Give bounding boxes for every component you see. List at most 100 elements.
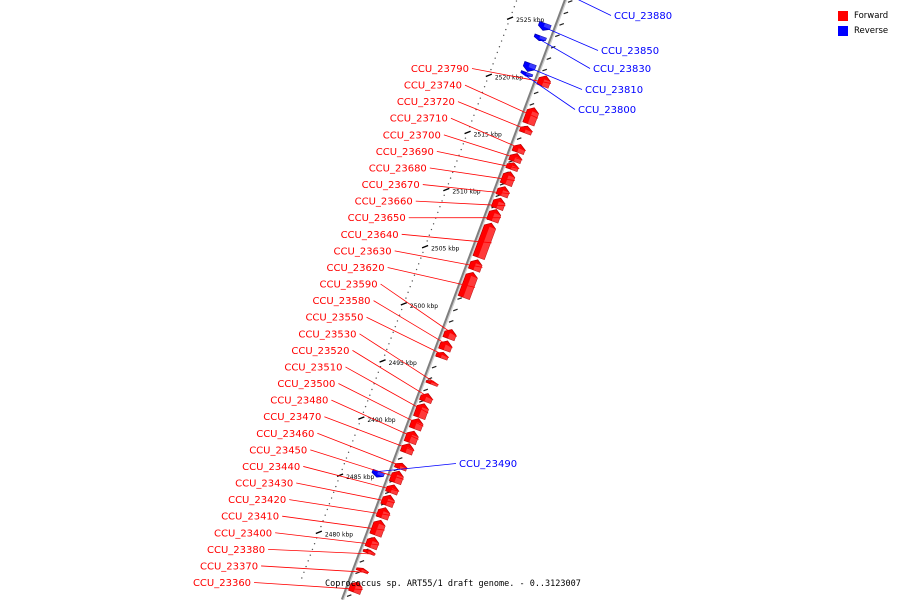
gene-label[interactable]: CCU_23380 bbox=[207, 545, 265, 556]
gene-label[interactable]: CCU_23360 bbox=[193, 578, 251, 589]
gene-label[interactable]: CCU_23850 bbox=[601, 46, 659, 57]
gene-label[interactable]: CCU_23500 bbox=[277, 379, 335, 390]
minor-tick-dot bbox=[437, 211, 439, 214]
minor-tick-dot bbox=[407, 291, 409, 294]
gene-label[interactable]: CCU_23400 bbox=[214, 528, 272, 539]
tick-label: 2480 kbp bbox=[325, 531, 353, 538]
gene-label[interactable]: CCU_23430 bbox=[235, 479, 293, 490]
gene-label[interactable]: CCU_23830 bbox=[593, 64, 651, 75]
gene-label[interactable]: CCU_23710 bbox=[390, 114, 448, 125]
gene-label[interactable]: CCU_23460 bbox=[256, 429, 314, 440]
minor-tick-dot bbox=[369, 394, 371, 396]
gene-label[interactable]: CCU_23420 bbox=[228, 495, 286, 506]
gene-ccu-23400[interactable] bbox=[364, 537, 380, 551]
gene-label[interactable]: CCU_23700 bbox=[383, 130, 441, 141]
gene-label[interactable]: CCU_23620 bbox=[327, 263, 385, 274]
gene-label[interactable]: CCU_23720 bbox=[397, 97, 455, 108]
gene-label[interactable]: CCU_23800 bbox=[578, 105, 636, 116]
gene-label[interactable]: CCU_23480 bbox=[270, 396, 328, 407]
gene-label[interactable]: CCU_23630 bbox=[334, 246, 392, 257]
minor-tick-dot bbox=[388, 343, 390, 345]
gene-label[interactable]: CCU_23670 bbox=[362, 180, 420, 191]
gene-ccu-23410[interactable] bbox=[369, 519, 386, 538]
label-leader-line bbox=[331, 399, 419, 440]
kbp-tick bbox=[346, 594, 352, 597]
gene-ccu-23550[interactable] bbox=[435, 351, 449, 361]
kbp-tick bbox=[563, 11, 569, 15]
gene-ccu-23510[interactable] bbox=[413, 403, 429, 421]
gene-label[interactable]: CCU_23470 bbox=[263, 412, 321, 423]
gene-ccu-23740[interactable] bbox=[522, 107, 539, 127]
label-leader-line bbox=[289, 499, 391, 516]
gene-ccu-23360[interactable] bbox=[348, 581, 363, 595]
major-tick bbox=[379, 359, 386, 363]
gene-ccu-23380[interactable] bbox=[362, 549, 376, 556]
minor-tick-dot bbox=[430, 228, 433, 231]
gene-label[interactable]: CCU_23660 bbox=[355, 197, 413, 208]
gene-ccu-23450[interactable] bbox=[388, 470, 404, 486]
kbp-tick bbox=[533, 91, 539, 95]
label-leader-line bbox=[317, 432, 408, 469]
gene-label[interactable]: CCU_23650 bbox=[348, 213, 406, 224]
kbp-tick bbox=[554, 34, 560, 38]
gene-highlight bbox=[463, 275, 478, 300]
gene-ccu-23660[interactable] bbox=[490, 197, 506, 211]
gene-ccu-23670[interactable] bbox=[495, 186, 510, 199]
gene-label[interactable]: CCU_23790 bbox=[411, 64, 469, 75]
gene-label[interactable]: CCU_23440 bbox=[242, 462, 300, 473]
minor-tick-dot bbox=[400, 308, 403, 311]
gene-highlight bbox=[539, 35, 547, 41]
minor-tick-dot bbox=[311, 548, 314, 551]
gene-ccu-23830[interactable] bbox=[533, 33, 547, 42]
gene-label[interactable]: CCU_23590 bbox=[319, 280, 377, 291]
genome-caption: Coprococcus sp. ART55/1 draft genome. - … bbox=[325, 579, 581, 589]
minor-tick-dot bbox=[309, 554, 312, 556]
gene-label[interactable]: CCU_23370 bbox=[200, 561, 258, 572]
gene-ccu-23640[interactable] bbox=[472, 222, 496, 261]
label-leader-line bbox=[534, 35, 591, 69]
minor-tick-dot bbox=[426, 240, 428, 242]
minor-tick-dot bbox=[456, 160, 458, 162]
tick-label: 2495 kbp bbox=[389, 360, 417, 367]
gene-label[interactable]: CCU_23740 bbox=[404, 81, 462, 92]
gene-label[interactable]: CCU_23490 bbox=[459, 459, 517, 470]
gene-ccu-23440[interactable] bbox=[385, 484, 399, 496]
gene-label[interactable]: CCU_23690 bbox=[376, 147, 434, 158]
kbp-tick bbox=[542, 68, 548, 72]
gene-label[interactable]: CCU_23410 bbox=[221, 512, 279, 523]
gene-label[interactable]: CCU_23640 bbox=[341, 230, 399, 241]
tick-label: 2500 kbp bbox=[410, 303, 438, 310]
minor-tick-dot bbox=[301, 577, 303, 579]
minor-tick-dot bbox=[420, 257, 422, 259]
minor-tick-dot bbox=[390, 337, 392, 339]
gene-ccu-23650[interactable] bbox=[486, 209, 502, 224]
gene-label[interactable]: CCU_23680 bbox=[369, 163, 427, 174]
major-tick bbox=[400, 301, 408, 306]
minor-tick-dot bbox=[432, 223, 435, 225]
gene-label[interactable]: CCU_23580 bbox=[312, 296, 370, 307]
major-tick bbox=[358, 416, 365, 420]
kbp-tick bbox=[546, 57, 552, 61]
minor-tick-dot bbox=[396, 320, 399, 322]
gene-label[interactable]: CCU_23510 bbox=[284, 362, 342, 373]
label-leader-line bbox=[372, 463, 457, 473]
gene-label[interactable]: CCU_23450 bbox=[249, 445, 307, 456]
minor-tick-dot bbox=[366, 400, 369, 402]
gene-label[interactable]: CCU_23550 bbox=[305, 313, 363, 324]
minor-tick-dot bbox=[347, 451, 350, 454]
minor-tick-dot bbox=[498, 46, 501, 48]
minor-tick-dot bbox=[405, 297, 407, 299]
gene-highlight bbox=[370, 541, 379, 550]
gene-ccu-23700[interactable] bbox=[508, 153, 522, 165]
gene-label[interactable]: CCU_23880 bbox=[614, 11, 672, 22]
major-tick bbox=[421, 244, 429, 249]
backbone-layer bbox=[340, 0, 568, 600]
label-leader-line bbox=[578, 0, 612, 16]
legend-label-reverse: Reverse bbox=[854, 26, 889, 36]
forward-gene-layer bbox=[348, 75, 551, 595]
minor-tick-dot bbox=[471, 120, 473, 122]
gene-ccu-23850[interactable] bbox=[538, 20, 552, 31]
gene-label[interactable]: CCU_23530 bbox=[298, 329, 356, 340]
gene-label[interactable]: CCU_23810 bbox=[585, 85, 643, 96]
gene-label[interactable]: CCU_23520 bbox=[291, 346, 349, 357]
